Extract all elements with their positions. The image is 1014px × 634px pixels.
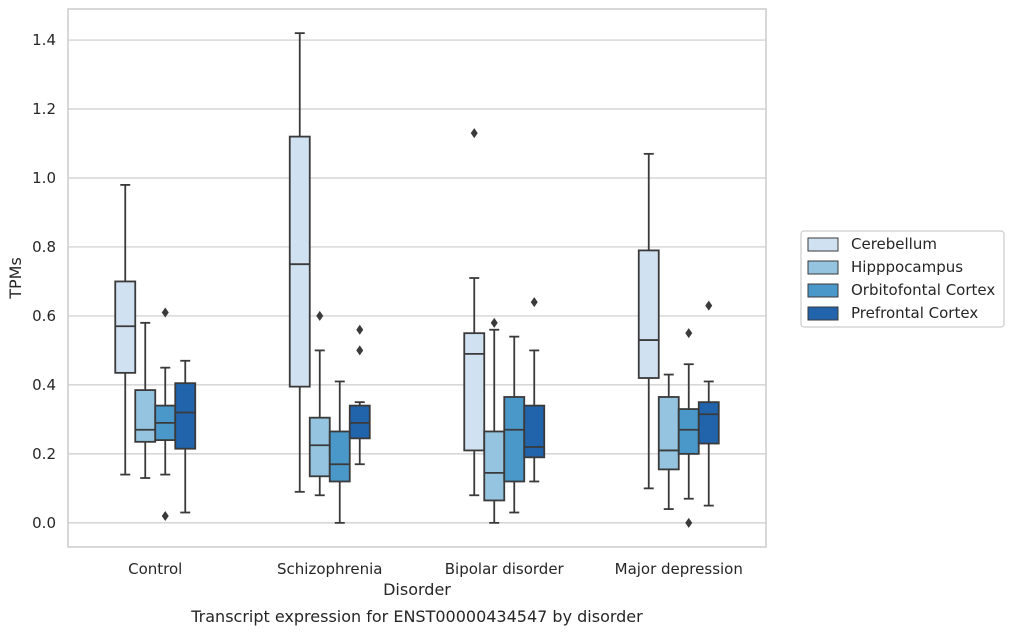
box-iqr — [657, 396, 680, 471]
y-axis-label: TPMs — [6, 257, 25, 300]
x-tick-label: Schizophrenia — [277, 560, 382, 578]
box-prefrontal-cortex-1 — [348, 324, 371, 466]
box-hipppocampus-3 — [657, 373, 680, 510]
outlier-point — [685, 328, 693, 339]
outlier-point — [705, 300, 713, 311]
box-iqr — [697, 401, 720, 445]
box-iqr — [328, 430, 351, 483]
box-cerebellum-3 — [637, 152, 660, 490]
box-orbitofontal-cortex-1 — [328, 380, 351, 524]
outlier-point — [316, 310, 324, 321]
y-tick-label: 0.0 — [32, 514, 56, 532]
x-axis-label: Disorder — [383, 580, 451, 599]
outlier-point — [356, 324, 364, 335]
box-cerebellum-2 — [463, 128, 486, 497]
legend-swatch — [807, 237, 839, 252]
y-tick-label: 0.6 — [32, 307, 56, 325]
box-cerebellum-0 — [114, 183, 137, 476]
legend-label: Cerebellum — [851, 235, 937, 253]
box-iqr — [503, 396, 526, 483]
box-iqr — [677, 408, 700, 455]
box-prefrontal-cortex-2 — [523, 297, 546, 483]
box-hipppocampus-2 — [483, 317, 506, 524]
legend-label: Prefrontal Cortex — [851, 304, 978, 322]
outlier-point — [490, 317, 498, 328]
x-tick-label: Major depression — [615, 560, 743, 578]
box-iqr — [523, 404, 546, 459]
legend-frame — [800, 230, 1005, 328]
y-tick-label: 0.4 — [32, 376, 56, 394]
y-tick-label: 0.8 — [32, 238, 56, 256]
box-series-layer — [114, 32, 720, 528]
box-iqr — [174, 382, 197, 450]
box-prefrontal-cortex-0 — [174, 359, 197, 514]
y-tick-label: 1.4 — [32, 31, 56, 49]
y-tick-label: 1.2 — [32, 100, 56, 118]
outlier-point — [161, 510, 169, 521]
legend-label: Orbitofontal Cortex — [851, 281, 995, 299]
y-tick-labels: 0.0 0.2 0.4 0.6 0.8 1.0 1.2 1.4 — [32, 31, 56, 532]
outlier-point — [356, 345, 364, 356]
box-hipppocampus-1 — [308, 310, 331, 497]
legend-swatch — [807, 283, 839, 298]
box-iqr — [463, 332, 486, 452]
box-orbitofontal-cortex-3 — [677, 328, 700, 528]
legend-swatch — [807, 306, 839, 321]
x-tick-label: Control — [128, 560, 182, 578]
box-iqr — [134, 389, 157, 443]
outlier-point — [161, 307, 169, 318]
box-cerebellum-1 — [288, 32, 311, 493]
box-prefrontal-cortex-3 — [697, 300, 720, 507]
legend: Cerebellum Hipppocampus Orbitofontal Corte… — [800, 230, 1005, 328]
box-orbitofontal-cortex-0 — [154, 307, 177, 521]
outlier-point — [530, 297, 538, 308]
box-iqr — [637, 249, 660, 379]
box-iqr — [288, 135, 311, 388]
box-orbitofontal-cortex-2 — [503, 335, 526, 514]
y-tick-label: 0.2 — [32, 445, 56, 463]
box-iqr — [308, 416, 331, 478]
plot-frame — [67, 8, 767, 548]
outlier-point — [470, 128, 478, 139]
outlier-point — [685, 517, 693, 528]
legend-label: Hipppocampus — [851, 258, 963, 276]
box-hipppocampus-0 — [134, 321, 157, 479]
figure-caption: Transcript expression for ENST0000043454… — [190, 607, 643, 626]
x-tick-labels: Control Schizophrenia Bipolar disorder Majo… — [128, 560, 743, 578]
y-tick-label: 1.0 — [32, 169, 56, 187]
x-tick-label: Bipolar disorder — [445, 560, 565, 578]
legend-swatch — [807, 260, 839, 275]
box-iqr — [483, 430, 506, 502]
